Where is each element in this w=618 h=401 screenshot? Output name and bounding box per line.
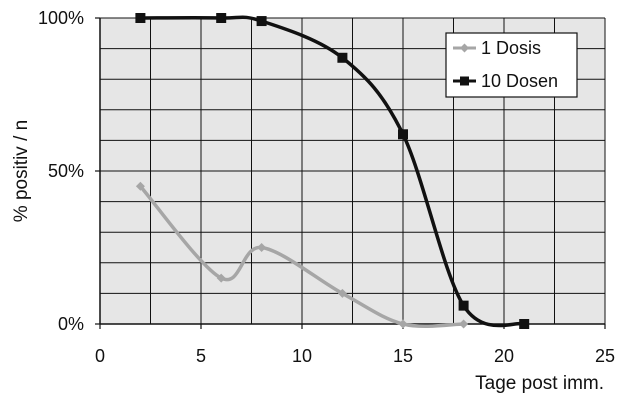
data-point-1-dosis: [135, 181, 145, 191]
x-tick-label: 0: [95, 346, 105, 366]
series-10-dosen: [135, 13, 530, 329]
data-point-1-dosis: [459, 319, 469, 329]
series-layer: [135, 13, 530, 329]
y-axis-label: % positiv / n: [11, 120, 32, 222]
legend-marker-10-dosen: [460, 76, 469, 86]
data-point-10-dosen: [519, 319, 530, 329]
legend-box: [445, 32, 578, 98]
data-point-1-dosis: [398, 319, 408, 329]
data-point-10-dosen: [135, 13, 146, 23]
y-tick-label: 50%: [48, 161, 84, 181]
legend: 1 Dosis 10 Dosen: [445, 32, 578, 98]
data-point-10-dosen: [337, 52, 348, 63]
y-tick-label: 100%: [38, 8, 84, 28]
y-ticks: 0% 50% 100%: [38, 8, 100, 334]
x-tick-label: 15: [393, 346, 413, 366]
legend-label-1-dosis: 1 Dosis: [481, 38, 541, 58]
data-point-10-dosen: [216, 13, 227, 23]
data-point-10-dosen: [256, 16, 267, 27]
legend-marker-1-dosis: [460, 43, 469, 53]
x-tick-label: 5: [196, 346, 206, 366]
data-point-1-dosis: [337, 288, 347, 298]
x-tick-label: 25: [595, 346, 615, 366]
x-ticks: 0 5 10 15 20 25: [95, 324, 615, 366]
data-point-10-dosen: [398, 129, 408, 140]
x-tick-label: 20: [494, 346, 514, 366]
legend-label-10-dosen: 10 Dosen: [481, 71, 558, 91]
y-tick-label: 0%: [58, 314, 84, 334]
x-tick-label: 10: [292, 346, 312, 366]
data-point-10-dosen: [458, 300, 469, 311]
x-axis-label: Tage post imm.: [475, 373, 604, 394]
series-1-dosis: [135, 181, 469, 329]
data-point-1-dosis: [216, 273, 226, 283]
data-point-1-dosis: [257, 243, 267, 252]
